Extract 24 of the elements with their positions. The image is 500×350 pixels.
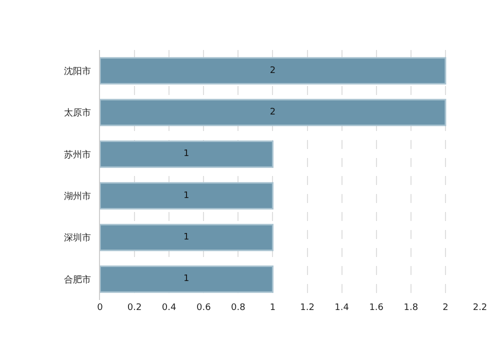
data-label: 1 bbox=[184, 274, 190, 284]
data-label: 1 bbox=[184, 232, 190, 242]
data-label: 1 bbox=[184, 190, 190, 201]
x-tick-label: 0.2 bbox=[127, 303, 142, 313]
x-tick-label: 1.8 bbox=[404, 303, 418, 313]
x-tick-label: 0.4 bbox=[162, 303, 177, 313]
x-tick-label: 1.6 bbox=[369, 303, 384, 313]
y-tick-label: 苏州市 bbox=[64, 149, 92, 160]
data-label: 1 bbox=[184, 149, 190, 160]
x-tick-label: 2 bbox=[442, 303, 448, 313]
x-tick-label: 0 bbox=[97, 303, 104, 313]
x-tick-label: 0.6 bbox=[196, 303, 212, 313]
x-tick-label: 0.8 bbox=[231, 303, 246, 313]
y-tick-label: 太原市 bbox=[64, 108, 92, 119]
y-tick-label: 沈阳市 bbox=[64, 66, 92, 77]
data-label: 2 bbox=[270, 66, 276, 76]
x-tick-label: 1.4 bbox=[334, 303, 350, 313]
y-tick-label: 合肥市 bbox=[64, 274, 92, 286]
x-tick-label: 1.2 bbox=[300, 303, 314, 313]
x-tick-label: 2.2 bbox=[472, 303, 488, 313]
y-tick-label: 湖州市 bbox=[64, 190, 92, 202]
x-tick-label: 1 bbox=[270, 303, 276, 313]
y-tick-label: 深圳市 bbox=[64, 232, 92, 244]
data-label: 2 bbox=[270, 108, 276, 118]
